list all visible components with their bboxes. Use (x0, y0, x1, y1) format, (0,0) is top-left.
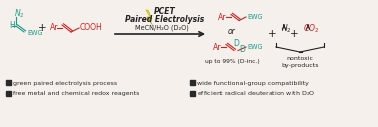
Text: Ar: Ar (213, 43, 222, 52)
Text: Paired Electrolysis: Paired Electrolysis (125, 15, 204, 25)
Text: D: D (233, 38, 239, 47)
Text: EWG: EWG (247, 14, 262, 20)
Text: H: H (9, 21, 15, 30)
Text: MeCN/H₂O (D₂O): MeCN/H₂O (D₂O) (135, 25, 189, 31)
Bar (6, 91, 11, 96)
Text: by-products: by-products (281, 62, 319, 67)
Text: green paired electrolysis process: green paired electrolysis process (13, 81, 117, 85)
Text: wide functional-group compatibility: wide functional-group compatibility (197, 81, 309, 85)
Bar (190, 91, 195, 96)
Text: EWG: EWG (27, 30, 42, 36)
Text: $N_2$: $N_2$ (14, 8, 24, 20)
Text: +: + (290, 29, 298, 39)
Text: nontoxic: nontoxic (287, 55, 313, 60)
Text: $CO_2$: $CO_2$ (303, 23, 319, 35)
Text: COOH: COOH (80, 23, 103, 33)
Text: +: + (268, 29, 276, 39)
Text: PCET: PCET (154, 7, 176, 17)
Text: EWG: EWG (247, 44, 262, 50)
Text: Ar: Ar (50, 23, 59, 33)
Text: D: D (239, 45, 245, 54)
Text: +: + (38, 23, 46, 33)
Bar (6, 80, 11, 84)
Bar (190, 80, 195, 84)
Text: up to 99% (D-inc.): up to 99% (D-inc.) (204, 59, 259, 64)
Text: $N_2$: $N_2$ (281, 23, 291, 35)
Text: free metal and chemical redox reagents: free metal and chemical redox reagents (13, 91, 139, 97)
Text: or: or (228, 28, 236, 36)
Text: Ar: Ar (218, 12, 226, 21)
Polygon shape (146, 10, 153, 26)
Text: efficient radical deuteration with D$_2$O: efficient radical deuteration with D$_2$… (197, 90, 316, 98)
